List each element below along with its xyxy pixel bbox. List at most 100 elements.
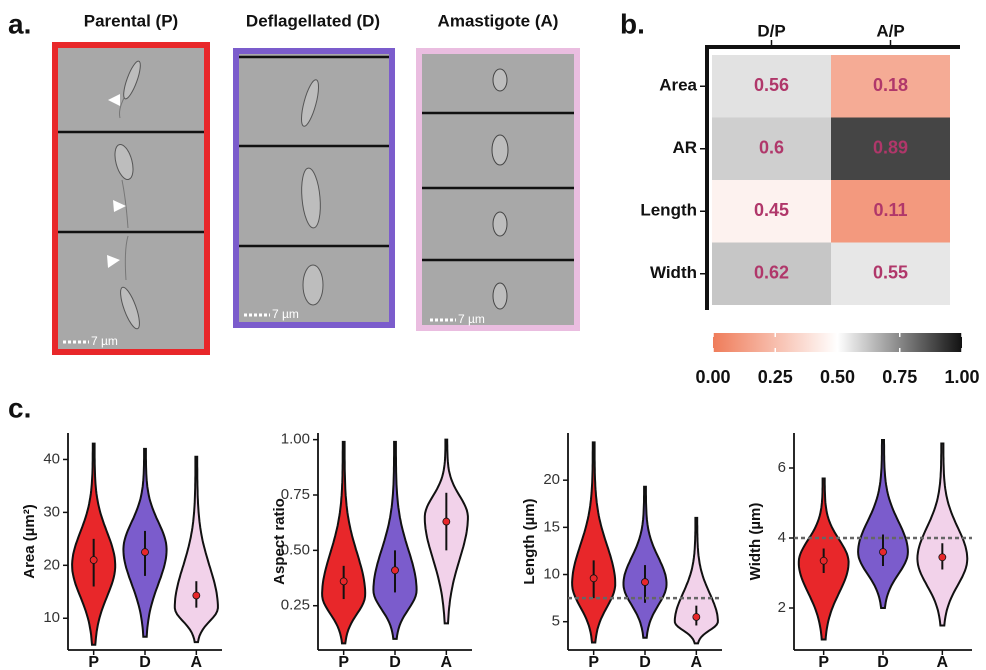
heat-cell [831, 180, 950, 243]
mean-point [391, 566, 399, 575]
parental-images: 7 µm [52, 42, 210, 355]
scale-bar-label: 7 µm [272, 307, 299, 321]
colorbar-tick-label: 0.00 [695, 367, 730, 387]
y-tick-label: 0.50 [281, 541, 310, 558]
mean-point [879, 548, 887, 556]
x-tick-label: P [338, 654, 349, 670]
column-label: D/P [757, 21, 785, 40]
violin [622, 485, 668, 639]
heat-cell [712, 117, 831, 180]
violin [916, 442, 969, 627]
colorbar-tick-label: 0.75 [882, 367, 917, 387]
y-tick-label: 15 [543, 518, 560, 535]
violin [372, 440, 418, 640]
cell [301, 167, 321, 229]
image-frame [416, 48, 580, 331]
y-tick-label: 40 [43, 450, 60, 467]
y-tick-label: 30 [43, 503, 60, 520]
heat-cell [712, 180, 831, 243]
y-axis-label: Width (µm) [747, 503, 764, 581]
row-label: Length [640, 201, 697, 220]
arrowhead [107, 255, 120, 268]
panel-label: b. [620, 8, 645, 39]
column-title: Deflagellated (D) [246, 11, 380, 30]
cell [114, 143, 134, 181]
y-tick-label: 4 [778, 529, 786, 546]
violin [173, 455, 219, 644]
x-tick-label: D [877, 654, 889, 670]
cell [301, 79, 319, 127]
flagellum [119, 97, 125, 119]
panel-label: c. [8, 392, 31, 423]
cell [492, 282, 508, 310]
y-tick-label: 20 [43, 556, 60, 573]
x-tick-label: P [818, 654, 829, 670]
cell-label: 0.55 [873, 263, 908, 283]
column-title: Parental (P) [84, 11, 178, 30]
x-tick-label: D [139, 654, 151, 670]
colorbar [713, 333, 962, 352]
y-tick-label: 20 [543, 471, 560, 488]
colorbar-tick-label: 1.00 [944, 367, 979, 387]
y-tick-label: 6 [778, 459, 786, 476]
y-axis-label: Area (µm²) [21, 504, 38, 579]
cell-label: 0.62 [754, 263, 789, 283]
colorbar-tick-label: 0.25 [758, 367, 793, 387]
column-label: A/P [876, 21, 904, 40]
mean-point [819, 556, 828, 565]
arrowhead [113, 200, 126, 212]
x-tick-label: D [639, 654, 651, 670]
x-tick-label: P [588, 654, 599, 670]
cell-label: 0.56 [754, 75, 789, 95]
cell-label: 0.6 [759, 138, 784, 158]
violin [571, 441, 617, 644]
y-tick-label: 2 [778, 599, 786, 616]
cell [123, 60, 141, 100]
deflagellated-images: 7 µm [233, 48, 395, 328]
y-tick-label: 0.75 [281, 486, 310, 503]
heat-cell [831, 55, 950, 118]
cell-label: 0.89 [873, 138, 908, 158]
flagellum [124, 235, 129, 281]
x-tick-label: A [441, 654, 453, 670]
heat-cell [831, 117, 950, 180]
y-tick-label: 1.00 [281, 431, 310, 448]
x-tick-label: A [937, 654, 949, 670]
row-label: Width [650, 263, 697, 282]
mean-point [692, 613, 701, 621]
colorbar-tick-label: 0.50 [820, 367, 855, 387]
cell-label: 0.11 [873, 200, 907, 220]
mean-point [938, 553, 947, 562]
amastigote-images: 7 µm [416, 48, 580, 331]
arrowhead [108, 94, 120, 106]
mean-point [641, 578, 649, 586]
violin [321, 440, 367, 645]
heat-cell [831, 242, 950, 305]
row-label: AR [672, 138, 697, 157]
x-tick-label: A [691, 654, 703, 670]
row-label: Area [659, 76, 697, 95]
cell-label: 0.45 [754, 200, 789, 220]
mean-point [339, 577, 348, 586]
violin [673, 516, 719, 645]
y-tick-label: 5 [552, 613, 560, 630]
x-tick-label: D [389, 654, 401, 670]
cell [120, 286, 140, 330]
scale-bar-label: 7 µm [458, 312, 485, 326]
x-tick-label: P [88, 654, 99, 670]
scale-bar-label: 7 µm [91, 334, 118, 348]
y-tick-label: 10 [543, 565, 560, 582]
cell [302, 264, 324, 306]
mean-point [442, 517, 451, 526]
flagellum [121, 179, 129, 229]
cell [492, 211, 508, 237]
y-axis-label: Aspect ratio [271, 498, 288, 585]
cell-label: 0.18 [873, 75, 908, 95]
y-tick-label: 10 [43, 609, 60, 626]
panel-label: a. [8, 8, 31, 39]
mean-point [589, 574, 598, 583]
cell [492, 68, 508, 92]
heat-cell [712, 242, 831, 305]
